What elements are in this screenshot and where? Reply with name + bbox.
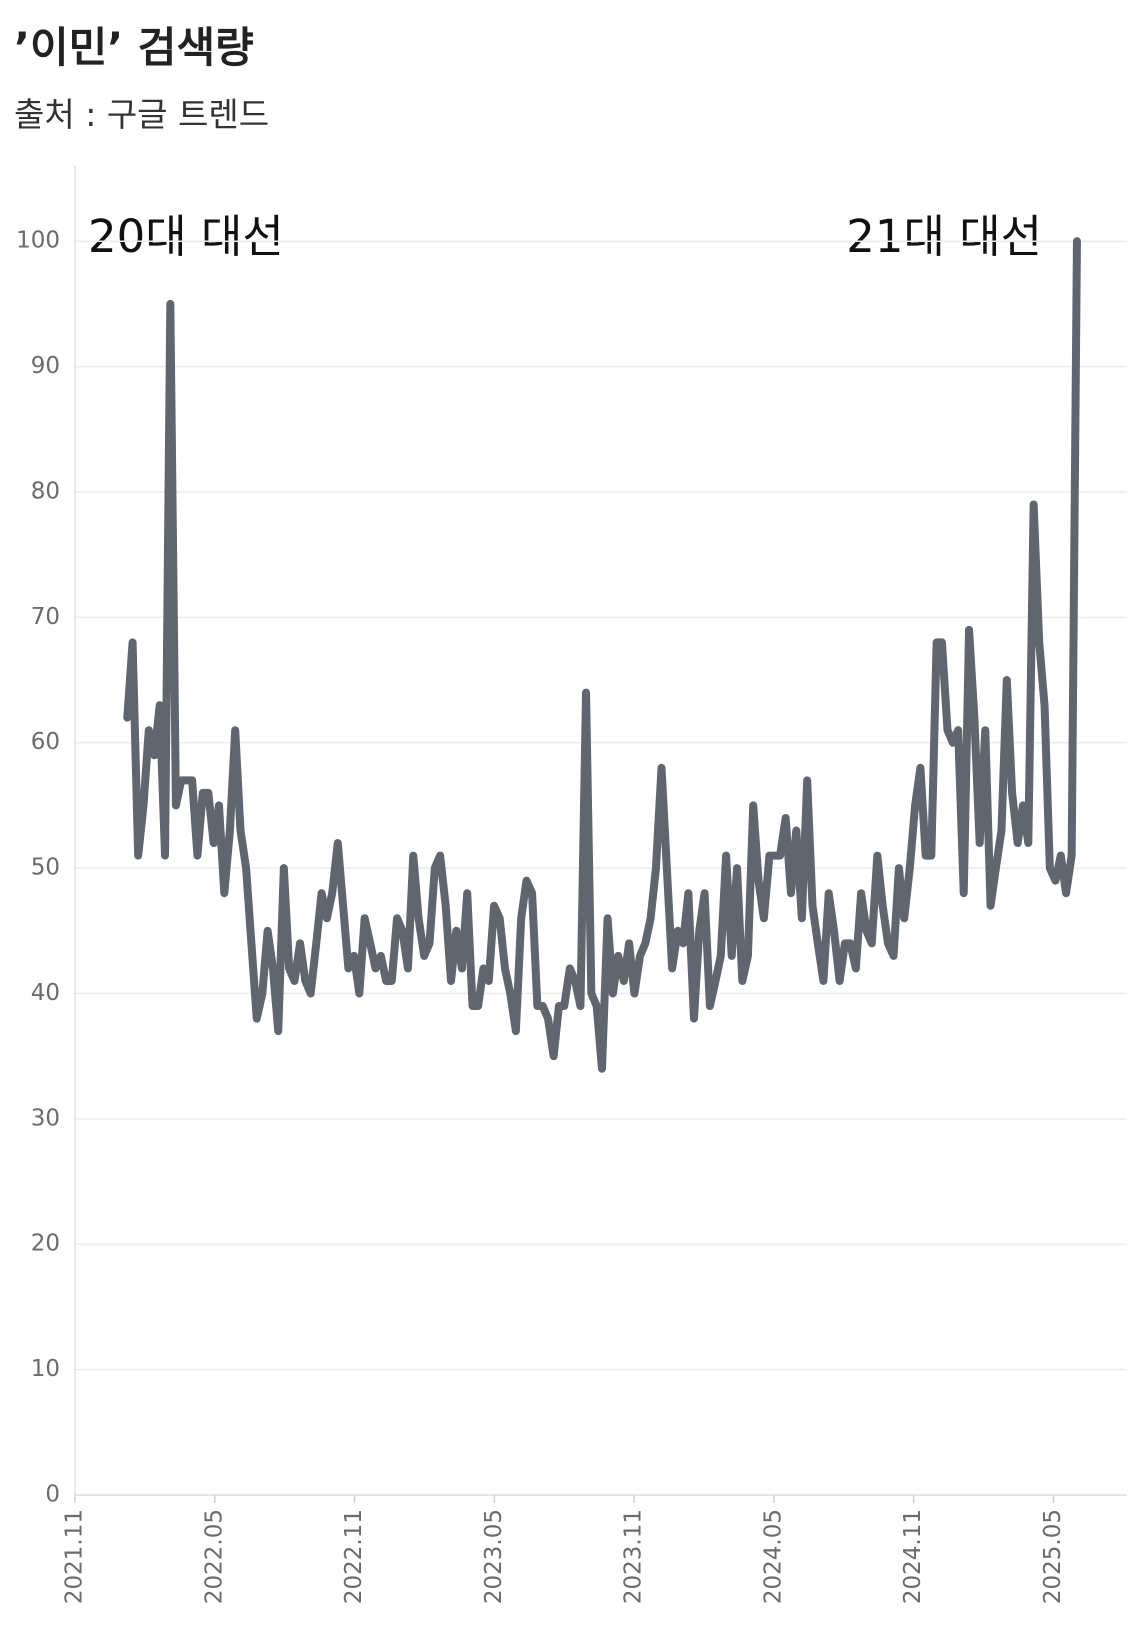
x-tick-label: 2023.05 (481, 1509, 507, 1604)
y-tick-label: 40 (31, 980, 60, 1006)
y-tick-label: 90 (31, 353, 60, 379)
x-tick-label: 2023.11 (621, 1509, 647, 1604)
chart-subtitle: 출처 : 구글 트렌드 (14, 95, 269, 134)
y-tick-label: 70 (31, 604, 60, 630)
y-tick-label: 100 (16, 228, 60, 254)
x-tick-label: 2025.05 (1040, 1509, 1066, 1604)
y-tick-label: 10 (31, 1356, 60, 1382)
x-tick-label: 2022.11 (341, 1509, 367, 1604)
chart-title: ’이민’ 검색량 (14, 23, 254, 72)
y-tick-label: 0 (45, 1482, 60, 1508)
y-tick-label: 50 (31, 855, 60, 881)
x-tick-label: 2022.05 (201, 1509, 227, 1604)
y-tick-label: 20 (31, 1231, 60, 1257)
y-tick-label: 60 (31, 729, 60, 755)
x-tick-label: 2024.05 (760, 1509, 786, 1604)
annotation: 21대 대선 (846, 210, 1042, 263)
data-line (123, 237, 1081, 1073)
y-tick-label: 80 (31, 478, 60, 504)
y-tick-label: 30 (31, 1105, 60, 1131)
x-tick-label: 2024.11 (900, 1509, 926, 1604)
x-tick-label: 2021.11 (62, 1509, 88, 1604)
annotation: 20대 대선 (88, 210, 284, 263)
